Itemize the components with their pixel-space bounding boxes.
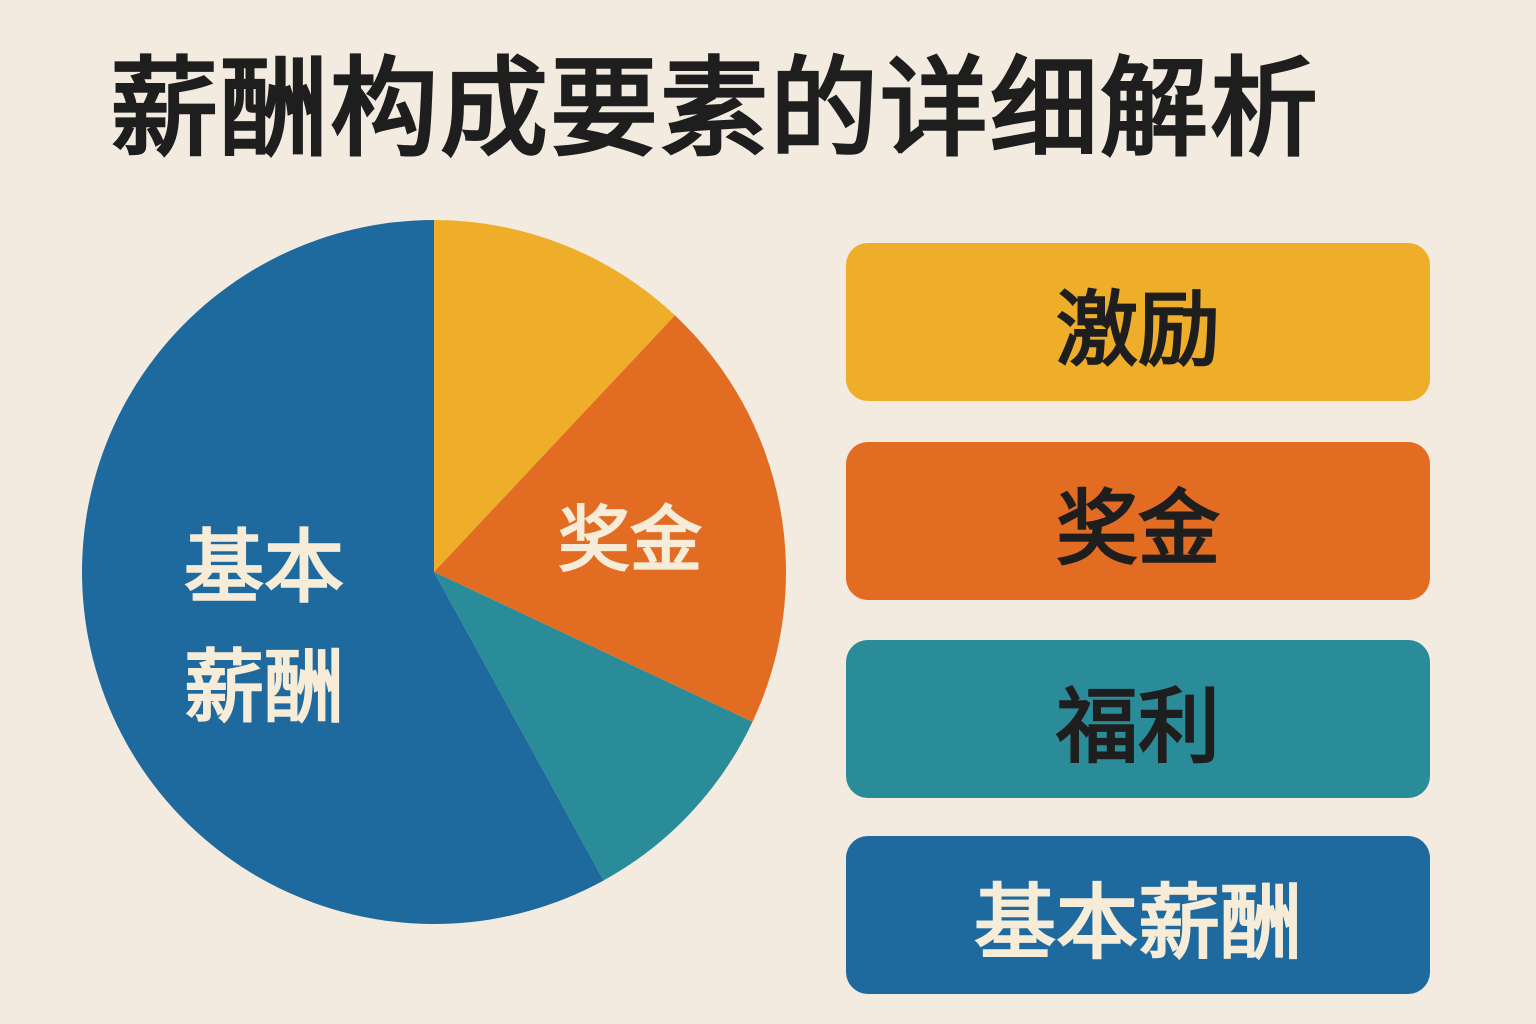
chart-title: 薪酬构成要素的详细解析 <box>110 47 1321 172</box>
slice-label-base-line2: 薪酬 <box>184 641 344 734</box>
pie-slice-3 <box>82 220 604 924</box>
pie-slice-1 <box>434 315 787 722</box>
legend-item-bonus: 奖金 <box>846 442 1430 600</box>
legend-item-benefits: 福利 <box>846 640 1430 798</box>
slice-label-bonus: 奖金 <box>558 498 703 582</box>
legend-label: 激励 <box>1055 282 1220 378</box>
pie-slice-2 <box>434 572 753 881</box>
legend-label: 基本薪酬 <box>973 875 1302 971</box>
slice-label-base-line1: 基本 <box>184 521 344 614</box>
legend-item-incentive: 激励 <box>846 243 1430 401</box>
pie-slice-0 <box>434 220 675 572</box>
legend-label: 奖金 <box>1055 481 1220 577</box>
legend-item-base-salary: 基本薪酬 <box>846 836 1430 994</box>
legend-label: 福利 <box>1055 679 1220 775</box>
